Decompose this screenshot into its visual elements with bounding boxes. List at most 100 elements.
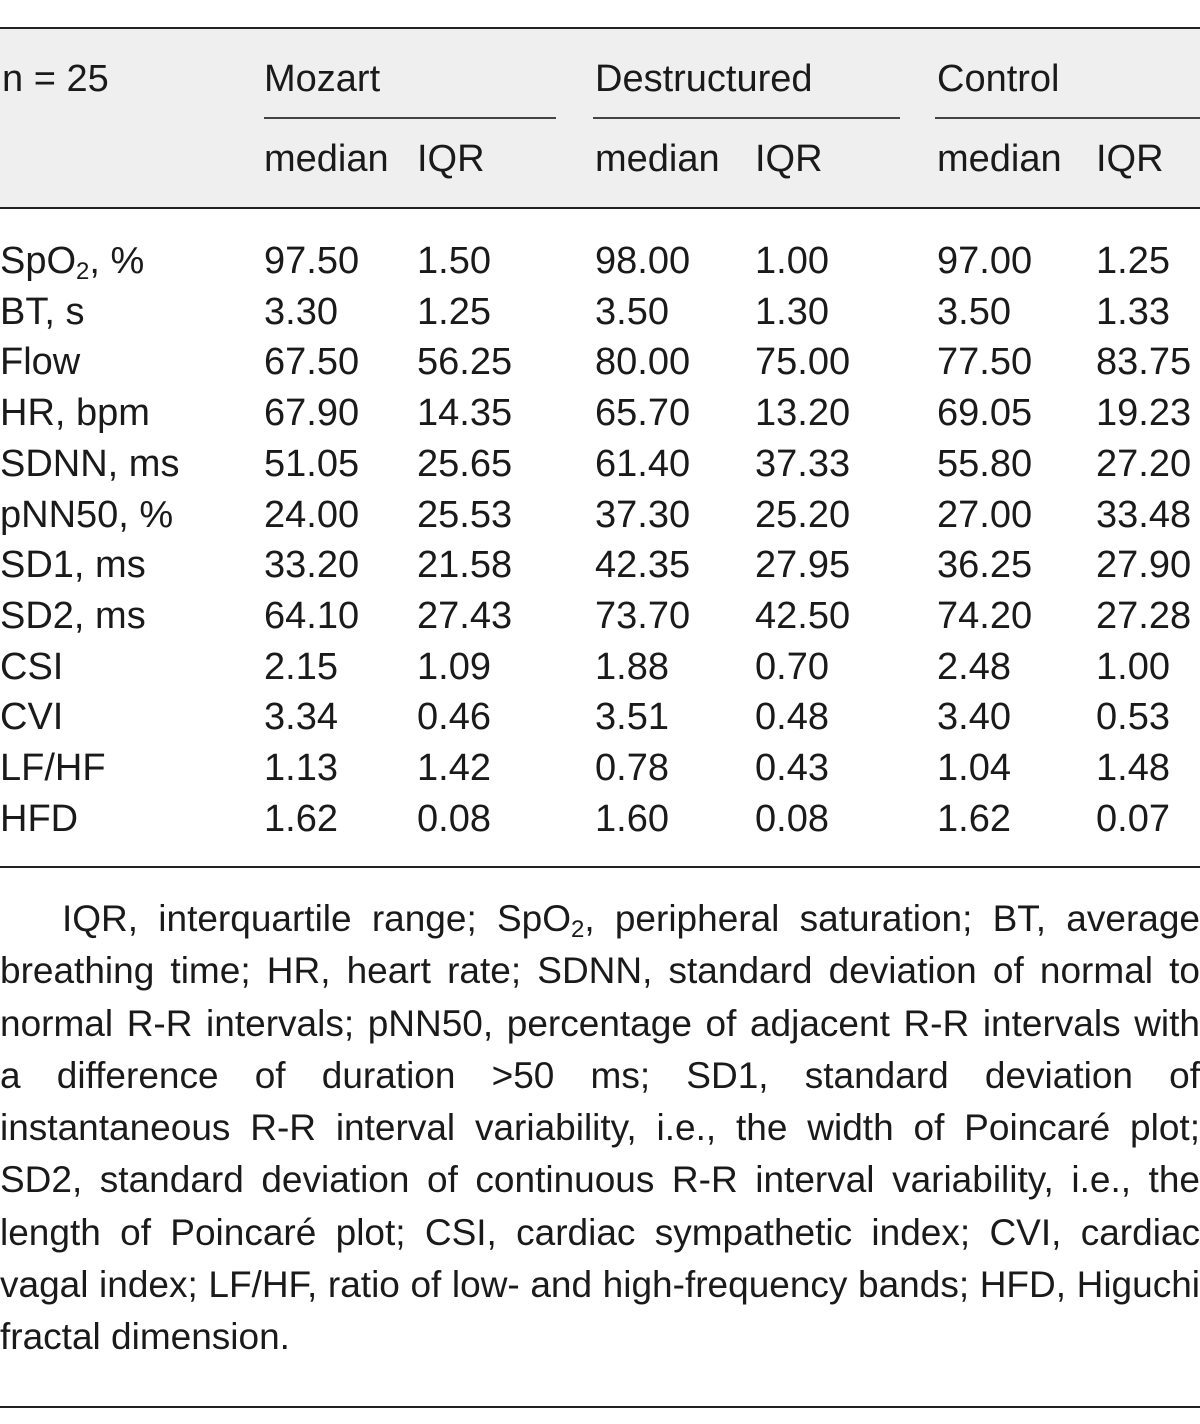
table-cell: 25.20 <box>755 494 851 536</box>
table-cell: 1.30 <box>755 291 829 333</box>
table-cell: 67.90 <box>264 392 360 434</box>
table-cell: 27.95 <box>755 544 851 586</box>
table-cell: 69.05 <box>937 392 1033 434</box>
table-cell: 19.23 <box>1096 392 1192 434</box>
table-cell: 0.07 <box>1096 798 1170 840</box>
table-cell: 1.48 <box>1096 747 1170 789</box>
table-cell: 27.90 <box>1096 544 1192 586</box>
table-cell: 33.20 <box>264 544 360 586</box>
row-label-text: LF/HF <box>0 747 106 789</box>
row-label-text: SD1, ms <box>0 544 146 586</box>
table-cell: 25.65 <box>417 443 513 485</box>
table-cell: 1.88 <box>595 646 669 688</box>
table-cell: 97.50 <box>264 240 360 282</box>
footnote-text-part1: IQR, interquartile range; SpO <box>62 898 571 939</box>
table-cell: 14.35 <box>417 392 513 434</box>
row-label-text: CSI <box>0 646 64 688</box>
table-cell: 56.25 <box>417 341 513 383</box>
row-label: SD1, ms <box>0 543 146 587</box>
table-cell: 77.50 <box>937 341 1033 383</box>
table-cell: 1.62 <box>937 798 1011 840</box>
table-cell: 51.05 <box>264 443 360 485</box>
table-cell: 33.48 <box>1096 494 1192 536</box>
row-label-text: Flow <box>0 341 81 383</box>
row-label: HR, bpm <box>0 391 150 435</box>
table-cell: 74.20 <box>937 595 1033 637</box>
table-cell: 27.20 <box>1096 443 1192 485</box>
table-footnote: IQR, interquartile range; SpO2, peripher… <box>0 893 1200 1364</box>
table-cell: 3.30 <box>264 291 338 333</box>
table-bottom-rule <box>0 866 1200 868</box>
table-cell: 1.33 <box>1096 291 1170 333</box>
table-cell: 36.25 <box>937 544 1033 586</box>
row-label-text: CVI <box>0 696 64 738</box>
row-label-text: HFD <box>0 798 79 840</box>
table-cell: 0.70 <box>755 646 829 688</box>
table-cell: 1.42 <box>417 747 491 789</box>
row-label-suffix: , % <box>89 240 145 282</box>
table-cell: 1.25 <box>1096 240 1170 282</box>
table-cell: 3.34 <box>264 696 338 738</box>
table-cell: 24.00 <box>264 494 360 536</box>
table-cell: 3.40 <box>937 696 1011 738</box>
row-label-text: pNN50, % <box>0 494 174 536</box>
table-cell: 27.43 <box>417 595 513 637</box>
table-cell: 0.43 <box>755 747 829 789</box>
row-label: HFD <box>0 797 78 841</box>
table-cell: 1.60 <box>595 798 669 840</box>
table-cell: 0.53 <box>1096 696 1170 738</box>
table-cell: 0.08 <box>417 798 491 840</box>
table-cell: 2.48 <box>937 646 1011 688</box>
subheader-median: median <box>264 138 389 180</box>
table-cell: 42.50 <box>755 595 851 637</box>
group-underline-control <box>935 117 1200 119</box>
group-header-destructured: Destructured <box>595 58 813 100</box>
group-underline-destructured <box>593 117 900 119</box>
table-cell: 65.70 <box>595 392 691 434</box>
footnote-bottom-rule <box>0 1406 1200 1408</box>
table-cell: 0.46 <box>417 696 491 738</box>
row-label: CSI <box>0 645 63 689</box>
table-top-rule <box>0 27 1200 29</box>
table-cell: 3.50 <box>595 291 669 333</box>
table-cell: 21.58 <box>417 544 513 586</box>
row-label: BT, s <box>0 290 84 334</box>
table-cell: 13.20 <box>755 392 851 434</box>
row-label-subscript: 2 <box>76 258 90 285</box>
table-cell: 0.08 <box>755 798 829 840</box>
table-cell: 83.75 <box>1096 341 1192 383</box>
row-label: CVI <box>0 695 63 739</box>
footnote-text-part2: , peripheral saturation; BT, average bre… <box>0 898 1200 1358</box>
table-cell: 1.00 <box>1096 646 1170 688</box>
table-cell: 64.10 <box>264 595 360 637</box>
table-header-rule <box>0 207 1200 209</box>
row-label: pNN50, % <box>0 493 173 537</box>
table-cell: 67.50 <box>264 341 360 383</box>
table-cell: 3.50 <box>937 291 1011 333</box>
row-label: Flow <box>0 340 80 384</box>
table-cell: 25.53 <box>417 494 513 536</box>
table-cell: 97.00 <box>937 240 1033 282</box>
table-cell: 27.28 <box>1096 595 1192 637</box>
footnote-subscript: 2 <box>571 916 585 943</box>
group-header-mozart: Mozart <box>264 58 381 100</box>
subheader-median: median <box>937 138 1062 180</box>
table-cell: 0.48 <box>755 696 829 738</box>
subheader-iqr: IQR <box>417 138 485 180</box>
table-cell: 0.78 <box>595 747 669 789</box>
row-label-text: SpO <box>0 240 77 282</box>
table-cell: 75.00 <box>755 341 851 383</box>
table-cell: 1.25 <box>417 291 491 333</box>
sample-size-label: n = 25 <box>2 58 109 100</box>
table-cell: 3.51 <box>595 696 669 738</box>
subheader-median: median <box>595 138 720 180</box>
row-label: LF/HF <box>0 746 106 790</box>
table-cell: 37.33 <box>755 443 851 485</box>
group-underline-mozart <box>264 117 556 119</box>
row-label: SDNN, ms <box>0 442 179 486</box>
table-cell: 27.00 <box>937 494 1033 536</box>
row-label-text: BT, s <box>0 291 85 333</box>
table-cell: 2.15 <box>264 646 338 688</box>
subheader-iqr: IQR <box>1096 138 1164 180</box>
row-label: SpO2, % <box>0 239 145 285</box>
